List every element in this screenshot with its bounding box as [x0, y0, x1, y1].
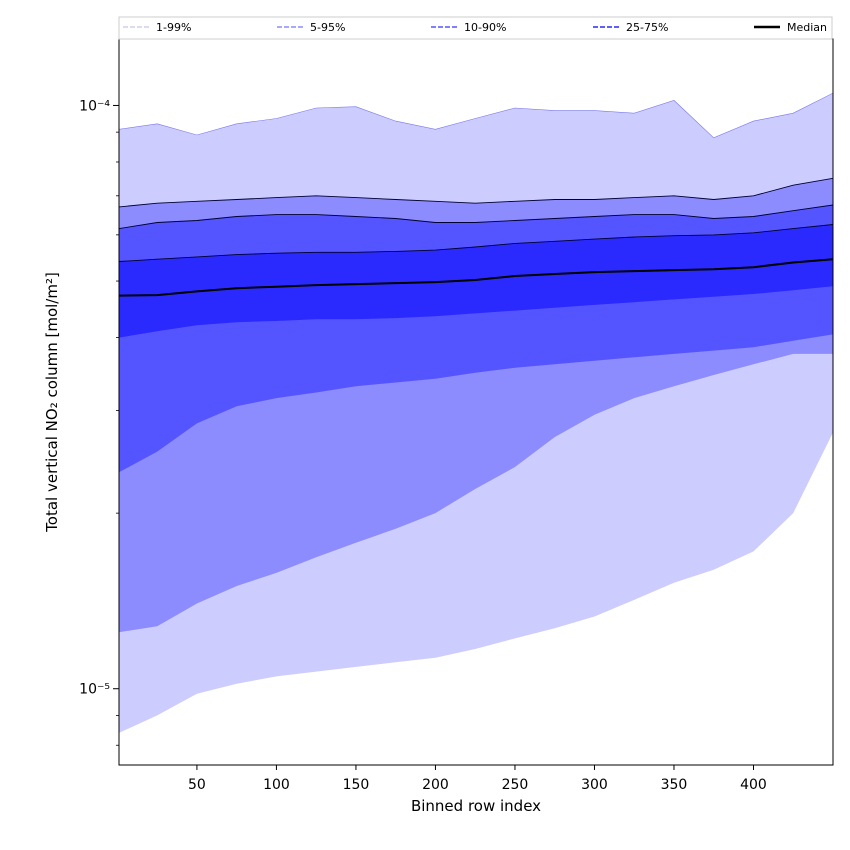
band-upper-line-5-95%	[119, 177, 833, 208]
legend-label: 10-90%	[464, 21, 506, 34]
band-upper-line-25-75%	[119, 224, 833, 262]
median-line	[119, 258, 833, 297]
x-tick-label: 400	[740, 777, 767, 793]
legend: 1-99% 5-95% 10-90% 25-75% Median	[118, 16, 833, 40]
y-tick-label: 10⁻⁵	[79, 682, 110, 698]
y-axis-label: Total vertical NO₂ column [mol/m²]	[43, 272, 61, 533]
legend-label: 1-99%	[156, 21, 191, 34]
y-tick-label: 10⁻⁴	[79, 98, 110, 114]
legend-label: 25-75%	[626, 21, 668, 34]
x-tick-label: 350	[661, 777, 688, 793]
x-tick-label: 100	[263, 777, 290, 793]
band-upper-line-1-99%	[119, 92, 833, 139]
band-upper-line-10-90%	[119, 204, 833, 230]
x-tick-label: 300	[581, 777, 608, 793]
x-tick-label: 50	[188, 777, 206, 793]
legend-label: Median	[787, 21, 827, 34]
legend-label: 5-95%	[310, 21, 345, 34]
x-tick-label: 250	[502, 777, 529, 793]
x-tick-label: 150	[343, 777, 370, 793]
plot-area	[119, 92, 833, 733]
legend-box	[118, 16, 833, 40]
x-tick-label: 200	[422, 777, 449, 793]
x-axis-label: Binned row index	[411, 797, 541, 815]
